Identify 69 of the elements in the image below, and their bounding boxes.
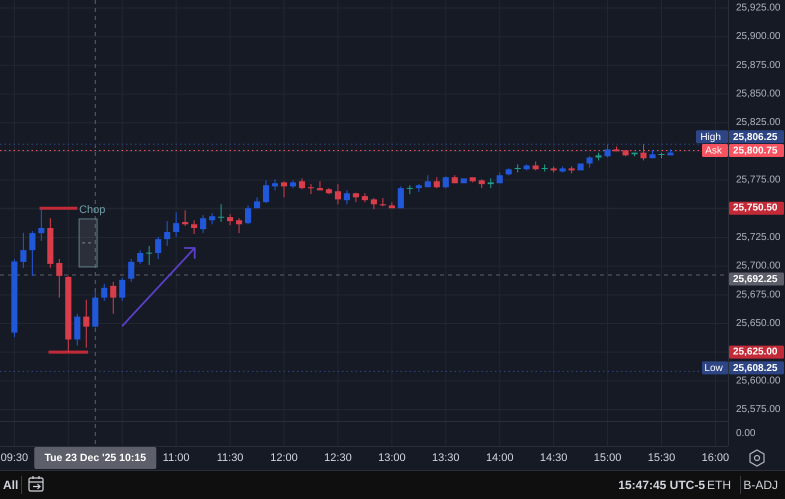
candlestick [38,208,44,241]
candlestick [496,172,503,184]
ref-line-label: Ask 25,800.75 [705,145,778,156]
candlestick [119,278,126,301]
annotation: Chop [79,204,106,216]
candlestick [182,210,188,226]
candlestick [596,152,602,160]
candlestick [146,246,152,265]
candlestick [406,185,413,194]
candlestick [316,181,324,190]
y-tick-label: 25,650.00 [736,318,781,329]
candlestick [92,290,98,328]
y-tick-label: 25,700.00 [736,260,781,272]
y-tick-label: 25,575.00 [736,404,781,416]
candlestick [74,314,80,346]
x-tick-label: 16:00 [702,452,730,464]
candlestick [631,152,638,156]
y-tick-label: 25,900.00 [736,31,781,42]
ref-line-label: 25,692.25 [733,274,778,285]
candlestick [137,250,144,264]
x-tick-label: 13:30 [432,452,460,464]
candlestick [380,198,386,206]
candlestick [452,175,458,184]
y-tick-label: 25,600.00 [736,375,781,386]
candlestick [514,164,521,172]
text: High 25,806.25 [700,131,778,142]
x-tick-label: 11:30 [216,452,244,464]
candlestick [434,177,440,188]
candlestick [101,284,108,301]
candlestick [658,152,665,158]
candlestick [308,184,314,194]
ref-line-label: Low 25,608.25 [704,362,778,374]
candlestick [460,178,467,184]
y-tick-label: 25,825.00 [736,117,781,128]
text: 15:47:45 UTC-5 [618,478,706,492]
candlestick [424,175,431,188]
y-tick-label: 25,875.00 [736,60,781,71]
y-tick-label: 25,850.00 [736,88,781,100]
candlestick [83,300,90,348]
candlestick [280,181,288,198]
text: 0.00 [736,428,756,439]
text: ETH [707,478,731,492]
y-tick-label: 25,750.50 [733,202,778,214]
x-tick-label: 14:00 [486,452,514,464]
text: B-ADJ [743,478,778,492]
y-tick-label: 25,775.00 [736,174,781,186]
x-tick-label: 11:00 [162,452,190,464]
y-tick-label: 25,725.00 [736,232,781,243]
candlestick [128,258,134,282]
x-tick-label: 15:30 [648,452,676,464]
candlestick [110,282,116,314]
x-tick-label: 12:30 [324,452,352,464]
text: All [3,478,18,492]
x-tick-label: 12:00 [270,452,298,464]
candlestick [640,144,647,160]
x-tick-label: 14:30 [540,452,568,464]
candlestick [542,164,548,172]
candlestick [442,176,449,188]
candlestick [506,168,512,176]
ref-line-label: Tue 23 Dec '25 10:15 [44,452,146,464]
y-tick-label: 25,675.00 [736,289,781,300]
candlestick [470,177,476,182]
y-tick-label: 25,625.00 [733,346,778,358]
y-tick-label: 25,925.00 [736,2,781,14]
x-tick-label: 09:30 [0,452,28,464]
x-tick-label: 13:00 [378,452,406,464]
x-tick-label: 15:00 [594,452,622,464]
candlestick [209,213,216,224]
candlestick [218,204,224,222]
